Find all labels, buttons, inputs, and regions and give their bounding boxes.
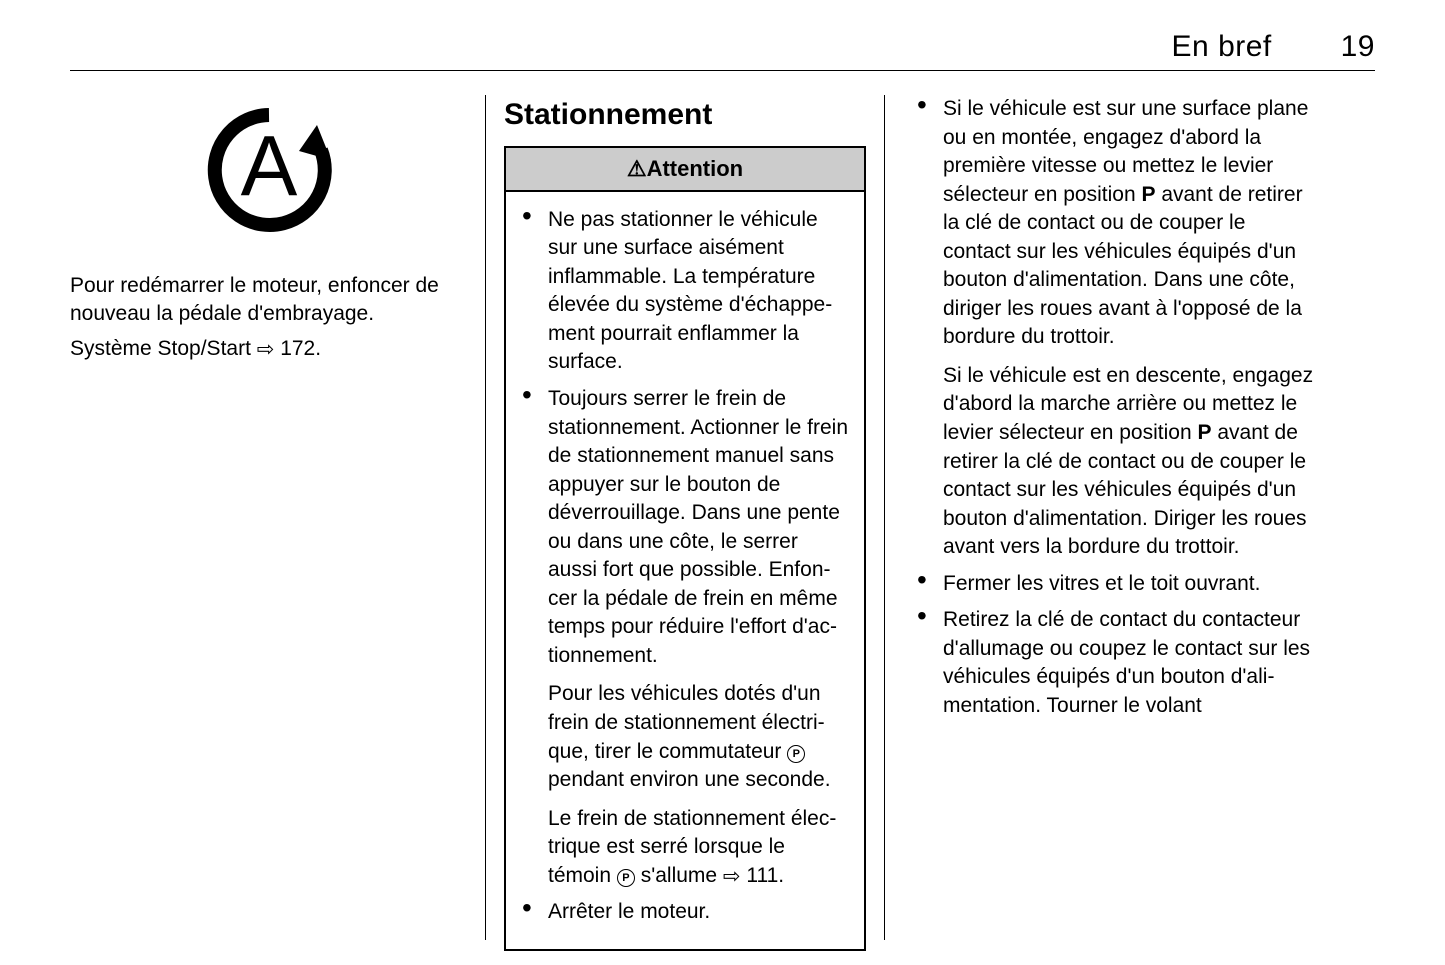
restart-instruction: Pour redémarrer le moteur, enfoncer de n… [70,272,467,329]
manual-page: En bref 19 A Pour redémarrer le moteur, … [0,0,1445,965]
text: avant de retirer la clé de contact ou de… [943,183,1303,349]
attention-item: Ne pas stationner le véhicule sur une su… [518,206,852,377]
section-title: En bref [1172,30,1272,63]
sub-text: s'allume [635,864,723,887]
item-text: Toujours serrer le frein de stationnemen… [548,385,852,670]
item-sub: Le frein de stationnement élec­trique es… [548,805,852,891]
attention-item: Arrêter le moteur. [518,898,852,927]
item-paragraph: Si le véhicule est en descente, engagez … [943,362,1315,562]
page-number: 19 [1341,30,1375,64]
sub-text: Pour les véhicules dotés d'un frein de s… [548,682,825,762]
svg-text:A: A [240,119,297,214]
instruction-item: Retirez la clé de contact du contacteur … [913,606,1315,720]
page-header: En bref 19 [70,30,1375,71]
item-text: Ne pas stationner le véhicule sur une su… [548,208,832,374]
reference-arrow-icon: ⇨ [257,336,275,365]
stop-start-page: 172. [274,337,321,360]
gear-position: P [1141,183,1155,206]
stop-start-label: Système Stop/Start [70,337,257,360]
attention-list: Ne pas stationner le véhicule sur une su… [518,206,852,927]
auto-stop-start-icon: A [70,95,467,272]
item-text: Arrêter le moteur. [548,900,710,923]
parking-brake-icon: P [617,869,635,887]
attention-box: ⚠Attention Ne pas stationner le véhicule… [504,146,866,951]
attention-body: Ne pas stationner le véhicule sur une su… [506,192,864,949]
item-paragraph: Si le véhicule est sur une surface plane… [943,95,1315,352]
item-text: Fermer les vitres et le toit ouvrant. [943,572,1260,595]
stop-start-ref: Système Stop/Start ⇨ 172. [70,335,467,364]
attention-item: Toujours serrer le frein de stationnemen… [518,385,852,890]
column-2: Stationnement ⚠Attention Ne pas stationn… [485,95,885,940]
warning-icon: ⚠ [627,156,647,181]
item-text: Retirez la clé de contact du contacteur … [943,608,1310,717]
item-sub: Pour les véhicules dotés d'un frein de s… [548,680,852,794]
ref-page: 111. [741,864,785,887]
gear-position: P [1197,421,1211,444]
parking-brake-icon: P [787,745,805,763]
attention-title: ⚠Attention [506,148,864,192]
reference-arrow-icon: ⇨ [723,863,741,892]
column-3: Si le véhicule est sur une surface plane… [885,95,1315,940]
sub-text: pendant environ une seconde. [548,768,831,791]
instruction-item: Si le véhicule est sur une surface plane… [913,95,1315,562]
attention-label: Attention [647,156,744,181]
parking-heading: Stationnement [504,95,866,136]
column-1: A Pour redémarrer le moteur, enfoncer de… [70,95,485,940]
instruction-list: Si le véhicule est sur une surface plane… [913,95,1315,720]
content-columns: A Pour redémarrer le moteur, enfoncer de… [70,95,1375,940]
instruction-item: Fermer les vitres et le toit ouvrant. [913,570,1315,599]
